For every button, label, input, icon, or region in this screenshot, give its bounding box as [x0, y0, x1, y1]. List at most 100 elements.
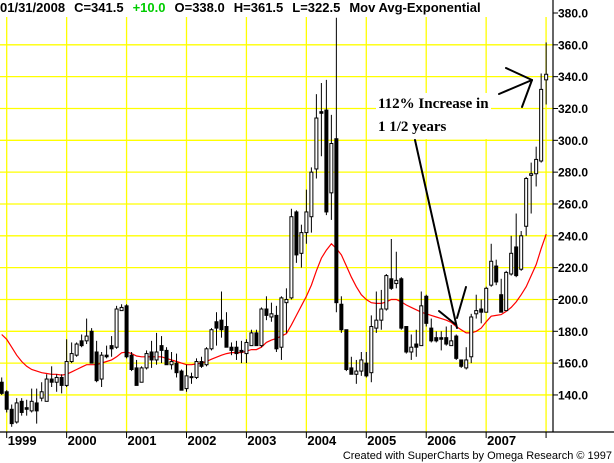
candles [0, 17, 549, 427]
candle [429, 318, 434, 343]
candle [264, 296, 269, 321]
x-tick-label: 1999 [8, 433, 37, 448]
candle [494, 259, 499, 286]
candle-body-up [64, 361, 69, 386]
candle [154, 332, 159, 365]
candle-body-up [299, 232, 304, 254]
candle [489, 243, 494, 287]
right-arrow-lower [498, 79, 533, 95]
candle [464, 347, 469, 370]
candle-body-up [284, 298, 289, 304]
candle-body-down [179, 370, 184, 391]
candle-body-up [154, 351, 159, 361]
right-arrow-bottom [521, 79, 533, 108]
candle [119, 304, 124, 312]
candle [364, 351, 369, 378]
candle [289, 208, 294, 300]
x-tick-label: 2002 [187, 433, 216, 448]
candle [419, 291, 424, 347]
candle [99, 351, 104, 388]
candle [89, 328, 94, 364]
candle [309, 167, 314, 233]
candle [449, 324, 454, 347]
y-tick-label: 240.0 [558, 229, 588, 243]
candle-body-up [279, 297, 284, 348]
candle-body-up [209, 329, 214, 350]
candle-body-up [29, 400, 34, 412]
candle [349, 356, 354, 375]
candle [44, 374, 49, 402]
candle-body-down [319, 111, 324, 114]
candle-body-down [239, 349, 244, 353]
y-tick-label: 180.0 [558, 325, 588, 339]
y-tick-label: 360.0 [558, 38, 588, 52]
candle [334, 17, 339, 313]
candle-body-up [39, 391, 44, 399]
candle [379, 289, 384, 330]
candle [4, 390, 9, 413]
annotation-line1: 112% Increase in [378, 96, 489, 112]
ema-line [1, 234, 547, 376]
candle-body-down [134, 367, 139, 386]
candle-body-up [84, 335, 89, 342]
candle-body-up [489, 260, 494, 286]
candle [444, 326, 449, 346]
candle-body-down [389, 278, 394, 289]
x-tick-label: 2004 [307, 433, 337, 448]
candle-body-up [44, 378, 49, 402]
candle-body-down [414, 343, 419, 348]
candle-body-down [324, 109, 329, 213]
candle [234, 340, 239, 360]
candle [69, 342, 74, 364]
candle-body-up [464, 359, 469, 369]
candle-body-down [404, 326, 409, 353]
candle [524, 176, 529, 236]
candle [469, 313, 474, 364]
candle-body-down [399, 278, 404, 329]
y-tick-label: 340.0 [558, 70, 588, 84]
candle-body-down [494, 265, 499, 283]
candle [239, 340, 244, 364]
candle-body-up [289, 216, 294, 299]
candle [149, 340, 154, 368]
candle-body-up [99, 354, 104, 380]
candle [259, 307, 264, 348]
candle-body-down [434, 337, 439, 342]
ema-layer [1, 234, 547, 376]
candle [509, 235, 514, 276]
candle-body-up [54, 376, 59, 383]
candle [254, 329, 259, 347]
candle [59, 374, 64, 394]
candle-body-up [419, 305, 424, 347]
candle-body-down [109, 345, 114, 350]
candle [414, 329, 419, 357]
candle [144, 350, 149, 370]
candle [114, 305, 119, 349]
candle [219, 291, 224, 338]
candle-body-down [254, 332, 259, 347]
candle [399, 277, 404, 330]
candle [314, 94, 319, 179]
candle [484, 286, 489, 313]
candle [34, 388, 39, 424]
candle-body-down [199, 361, 204, 367]
candle-body-up [69, 353, 74, 363]
candle [14, 398, 19, 424]
candle-body-up [529, 173, 534, 176]
candle [519, 231, 524, 271]
candle-body-up [384, 275, 389, 310]
candle-body-down [214, 321, 219, 329]
candle-body-down [344, 329, 349, 370]
y-tick-label: 140.0 [558, 388, 588, 402]
candle-body-down [9, 408, 14, 425]
candle [339, 296, 344, 333]
candle-body-up [114, 308, 119, 348]
candle [284, 288, 289, 333]
candle [279, 296, 284, 360]
candle [434, 331, 439, 343]
candle [134, 359, 139, 386]
candle-body-up [139, 367, 144, 383]
candle [164, 347, 169, 366]
y-tick-label: 320.0 [558, 102, 588, 116]
